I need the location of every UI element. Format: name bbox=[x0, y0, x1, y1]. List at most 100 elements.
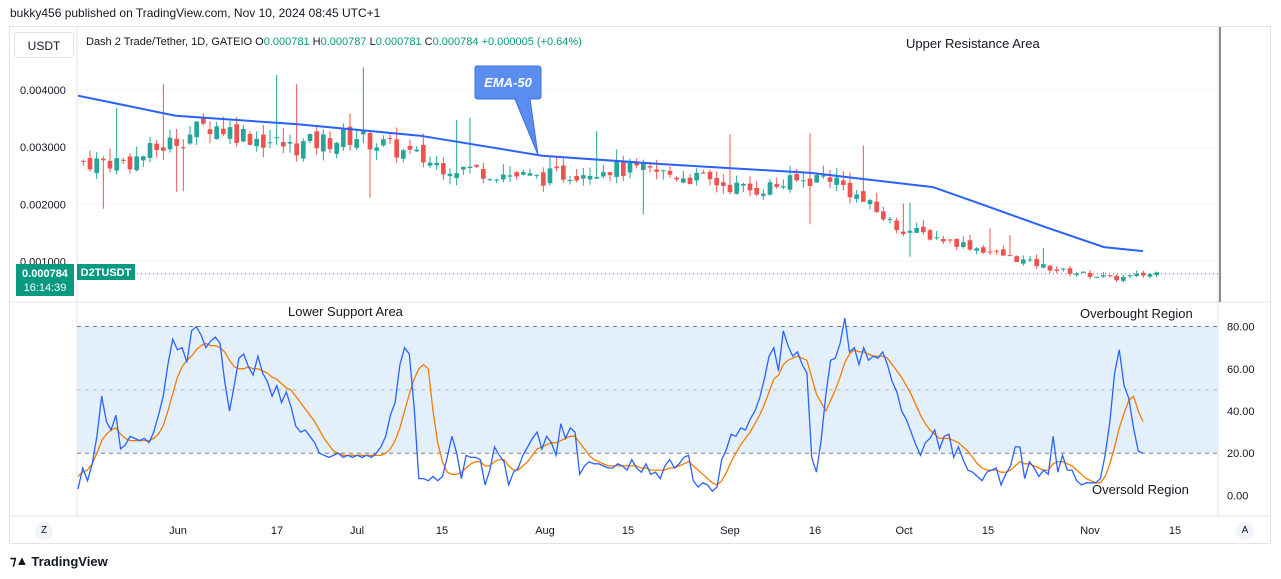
candle-body[interactable] bbox=[541, 172, 546, 186]
candle-body[interactable] bbox=[434, 163, 439, 166]
candle-body[interactable] bbox=[221, 128, 226, 135]
candle-body[interactable] bbox=[494, 179, 499, 181]
candle-body[interactable] bbox=[621, 162, 626, 176]
candle-body[interactable] bbox=[247, 133, 253, 145]
candle-body[interactable] bbox=[1114, 275, 1119, 281]
candle-body[interactable] bbox=[667, 170, 673, 175]
candle-body[interactable] bbox=[521, 171, 526, 175]
candle-body[interactable] bbox=[161, 147, 166, 151]
candle-body[interactable] bbox=[861, 191, 866, 202]
candle-body[interactable] bbox=[627, 161, 633, 173]
candle-body[interactable] bbox=[367, 132, 373, 150]
candle-body[interactable] bbox=[761, 193, 766, 196]
candle-body[interactable] bbox=[794, 173, 799, 181]
candle-body[interactable] bbox=[114, 158, 119, 171]
candle-body[interactable] bbox=[881, 211, 886, 220]
candle-body[interactable] bbox=[847, 182, 853, 198]
candle-body[interactable] bbox=[1041, 264, 1046, 268]
candle-body[interactable] bbox=[234, 124, 239, 143]
candle-body[interactable] bbox=[1141, 272, 1146, 276]
candle-body[interactable] bbox=[1134, 273, 1139, 277]
candle-body[interactable] bbox=[641, 163, 646, 171]
candle-body[interactable] bbox=[834, 177, 839, 185]
candle-body[interactable] bbox=[714, 177, 719, 186]
candle-body[interactable] bbox=[827, 177, 833, 182]
candle-body[interactable] bbox=[774, 184, 779, 187]
candle-body[interactable] bbox=[894, 220, 899, 231]
candle-body[interactable] bbox=[254, 138, 259, 147]
candle-body[interactable] bbox=[194, 121, 199, 138]
candle-body[interactable] bbox=[447, 173, 453, 177]
candlestick-series[interactable] bbox=[81, 67, 1159, 283]
candle-body[interactable] bbox=[534, 174, 539, 176]
candle-body[interactable] bbox=[347, 126, 353, 145]
candle-body[interactable] bbox=[961, 242, 966, 247]
candle-body[interactable] bbox=[294, 143, 299, 156]
candle-body[interactable] bbox=[887, 218, 893, 220]
candle-body[interactable] bbox=[241, 128, 246, 142]
candle-body[interactable] bbox=[354, 139, 359, 148]
candle-body[interactable] bbox=[507, 175, 513, 177]
candle-body[interactable] bbox=[567, 179, 573, 181]
candle-body[interactable] bbox=[841, 180, 846, 185]
candle-body[interactable] bbox=[187, 134, 193, 144]
candle-body[interactable] bbox=[681, 178, 686, 183]
candle-body[interactable] bbox=[781, 186, 786, 188]
candle-body[interactable] bbox=[801, 180, 806, 182]
candle-body[interactable] bbox=[927, 230, 933, 240]
candle-body[interactable] bbox=[514, 172, 519, 177]
candle-body[interactable] bbox=[481, 168, 486, 179]
candle-body[interactable] bbox=[154, 143, 159, 151]
candle-body[interactable] bbox=[674, 177, 679, 180]
candle-body[interactable] bbox=[974, 248, 979, 251]
candle-body[interactable] bbox=[967, 240, 973, 250]
candle-body[interactable] bbox=[134, 156, 139, 171]
candle-body[interactable] bbox=[907, 230, 913, 233]
candle-body[interactable] bbox=[87, 158, 93, 170]
candle-body[interactable] bbox=[94, 158, 99, 174]
candle-body[interactable] bbox=[901, 231, 906, 234]
candle-body[interactable] bbox=[854, 194, 859, 200]
candle-body[interactable] bbox=[981, 247, 986, 253]
candle-body[interactable] bbox=[634, 163, 639, 166]
candle-body[interactable] bbox=[147, 143, 153, 158]
candle-body[interactable] bbox=[407, 145, 413, 150]
candle-body[interactable] bbox=[1127, 275, 1133, 277]
candle-body[interactable] bbox=[334, 142, 339, 154]
candle-body[interactable] bbox=[1154, 272, 1159, 276]
currency-button[interactable]: USDT bbox=[14, 32, 74, 58]
candle-body[interactable] bbox=[1054, 269, 1059, 271]
candle-body[interactable] bbox=[314, 131, 319, 149]
candle-body[interactable] bbox=[374, 147, 379, 151]
candle-body[interactable] bbox=[181, 147, 186, 149]
candle-body[interactable] bbox=[614, 160, 619, 177]
candle-body[interactable] bbox=[341, 129, 346, 147]
timezone-scale-button[interactable]: Z bbox=[35, 522, 53, 540]
candle-body[interactable] bbox=[301, 141, 306, 159]
candle-body[interactable] bbox=[121, 159, 126, 161]
candle-body[interactable] bbox=[501, 174, 506, 180]
candle-body[interactable] bbox=[921, 226, 926, 233]
candle-body[interactable] bbox=[1034, 259, 1039, 267]
candle-body[interactable] bbox=[1147, 273, 1153, 277]
candle-body[interactable] bbox=[654, 169, 659, 172]
candle-body[interactable] bbox=[694, 172, 699, 181]
candle-body[interactable] bbox=[547, 168, 553, 184]
candle-body[interactable] bbox=[454, 173, 459, 179]
candle-body[interactable] bbox=[307, 134, 313, 142]
candle-body[interactable] bbox=[274, 137, 279, 139]
candle-body[interactable] bbox=[361, 129, 366, 135]
candle-body[interactable] bbox=[1021, 259, 1026, 264]
candle-body[interactable] bbox=[1061, 268, 1066, 270]
candle-body[interactable] bbox=[747, 183, 753, 191]
candle-body[interactable] bbox=[167, 137, 173, 150]
candle-body[interactable] bbox=[421, 144, 426, 163]
auto-scale-button[interactable]: A bbox=[1236, 522, 1254, 540]
candle-body[interactable] bbox=[1001, 249, 1006, 256]
candle-body[interactable] bbox=[1014, 256, 1019, 263]
candle-body[interactable] bbox=[814, 175, 819, 183]
candle-body[interactable] bbox=[994, 250, 999, 252]
candle-body[interactable] bbox=[1101, 275, 1106, 277]
candle-body[interactable] bbox=[461, 166, 466, 170]
candle-body[interactable] bbox=[914, 227, 919, 233]
